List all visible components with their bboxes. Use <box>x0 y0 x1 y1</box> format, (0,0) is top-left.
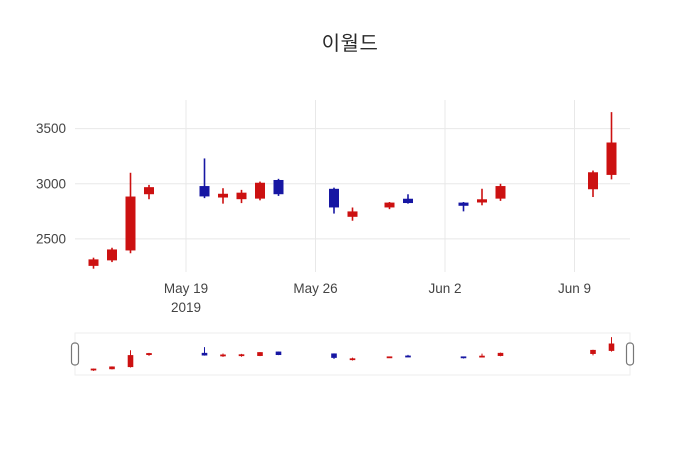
candle-body <box>588 172 598 190</box>
range-slider-right-handle[interactable] <box>625 342 635 366</box>
x-tick-label: Jun 9 <box>558 281 591 296</box>
slider-candle-body <box>479 355 485 358</box>
candle-body <box>495 186 506 199</box>
slider-candle-body <box>220 354 226 357</box>
candle-body <box>403 198 413 204</box>
slider-candle-body <box>201 352 208 356</box>
slider-candle-body <box>109 366 115 370</box>
slider-candle-body <box>497 352 504 356</box>
x-tick-label: Jun 2 <box>428 281 461 296</box>
slider-candle-body <box>460 356 467 359</box>
slider-candle-body <box>349 358 356 361</box>
candle-body <box>199 186 210 197</box>
range-slider-left-handle[interactable] <box>70 342 80 366</box>
candle-body <box>255 182 265 199</box>
candle-body <box>458 202 469 206</box>
slider-candle-body <box>127 355 134 368</box>
candle-body <box>384 202 395 208</box>
y-tick-label: 3500 <box>36 121 66 136</box>
candle-body <box>477 199 487 203</box>
x-tick-label: May 19 <box>164 281 208 296</box>
candle-body <box>347 211 358 217</box>
candle-body <box>273 179 284 195</box>
candle-body <box>88 259 99 266</box>
candle-body <box>236 192 247 200</box>
candle-body <box>329 188 339 208</box>
slider-candle-body <box>90 368 97 371</box>
slider-candle-body <box>386 356 393 359</box>
x-tick-year-label: 2019 <box>171 300 201 315</box>
candle-body <box>218 193 228 198</box>
y-tick-label: 2500 <box>36 231 66 246</box>
candle-body <box>107 249 117 261</box>
candle-body <box>606 142 617 175</box>
slider-candle-body <box>331 353 337 358</box>
slider-candle-body <box>608 343 615 351</box>
candle-body <box>125 196 136 251</box>
chart-title: 이월드 <box>321 33 379 55</box>
slider-candle-body <box>405 355 411 358</box>
slider-candle-body <box>590 349 596 354</box>
candle-body <box>144 187 154 195</box>
x-tick-label: May 26 <box>293 281 337 296</box>
slider-candle-body <box>275 351 282 356</box>
range-slider-track[interactable] <box>74 332 631 376</box>
y-tick-label: 3000 <box>36 176 66 191</box>
slider-candle-body <box>238 354 245 357</box>
slider-candle-body <box>257 352 263 356</box>
slider-candle-body <box>146 353 152 356</box>
